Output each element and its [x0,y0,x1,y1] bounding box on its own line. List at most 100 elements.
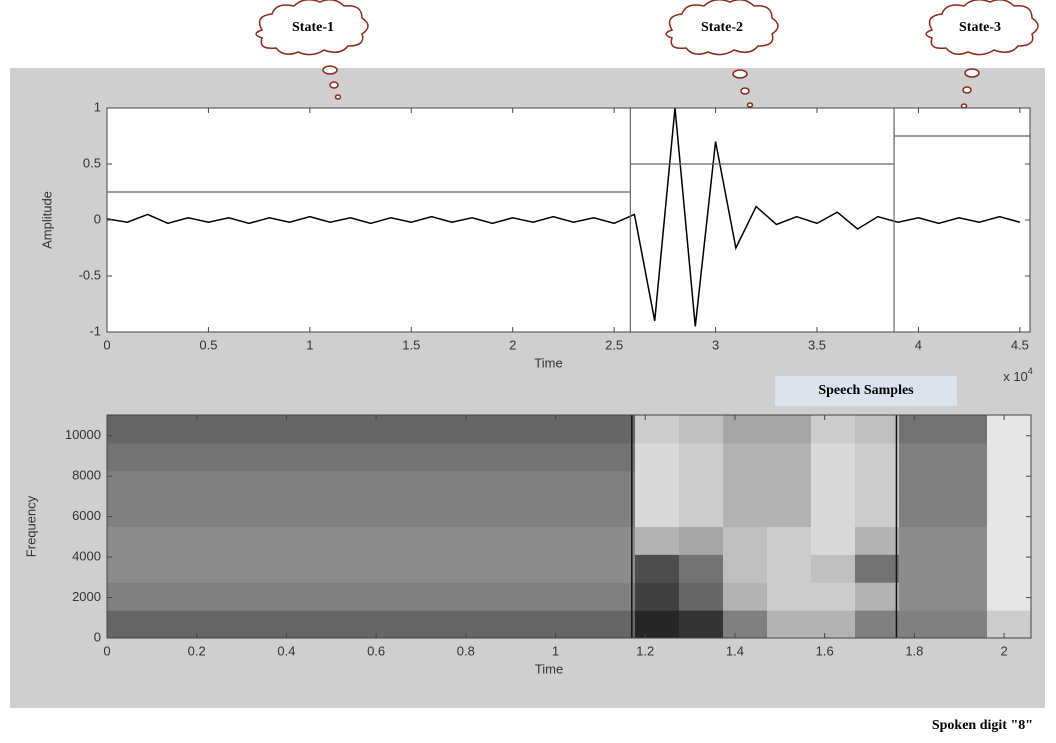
heatmap-cell [723,470,768,500]
heatmap-cell [459,610,504,639]
y-tick-label: 4000 [72,549,101,564]
heatmap-cell [943,610,988,639]
heatmap-cell [151,582,196,611]
heatmap-cell [415,554,460,583]
heatmap-cell [767,582,812,611]
x-scale-base: x 10 [1003,369,1028,384]
heatmap-cell [811,526,856,555]
x-tick-label: 0.2 [188,643,206,658]
heatmap-cell [327,415,372,444]
heatmap-cell [195,415,240,444]
heatmap-cell [283,526,328,555]
heatmap-cell [987,470,1032,500]
heatmap-cell [371,582,416,611]
heatmap-cell [811,442,856,472]
heatmap-cell [503,470,548,500]
annotation: Speech Samples [818,383,914,398]
x-tick-label: 4 [915,337,922,352]
heatmap-cell [195,526,240,555]
heatmap-cell [151,470,196,500]
heatmap-cell [591,498,636,527]
heatmap-cell [459,415,504,444]
x-tick-label: 3.5 [808,337,826,352]
heatmap-cell [679,526,724,555]
heatmap-cell [371,554,416,583]
heatmap-cell [371,442,416,472]
heatmap-cell [371,415,416,444]
heatmap-cell [943,415,988,444]
heatmap-cell [107,415,152,444]
heatmap-cell [547,554,592,583]
y-tick-label: 1 [94,99,101,114]
heatmap-cell [239,415,284,444]
x-axis-label: Time [534,355,562,370]
heatmap-cell [943,582,988,611]
heatmap-cell [943,498,988,527]
heatmap-cell [151,554,196,583]
heatmap-cell [767,498,812,527]
heatmap-cell [107,554,152,583]
heatmap-cell [723,554,768,583]
y-tick-label: 0.5 [83,155,101,170]
heatmap-cell [767,470,812,500]
x-tick-label: 1.2 [636,643,654,658]
heatmap-cell [283,415,328,444]
x-tick-label: 1 [552,643,559,658]
heatmap-cell [591,526,636,555]
heatmap-cell [943,470,988,500]
y-tick-label: -1 [89,323,101,338]
heatmap-cell [371,498,416,527]
heatmap-cell [503,415,548,444]
heatmap-cell [547,442,592,472]
waveform [107,108,1021,327]
heatmap-cell [767,442,812,472]
heatmap-cell [195,442,240,472]
heatmap-cell [855,498,900,527]
heatmap-cell [415,498,460,527]
heatmap-cell [239,554,284,583]
x-tick-label: 4.5 [1011,337,1029,352]
heatmap-cell [283,442,328,472]
heatmap-cell [679,582,724,611]
heatmap-cell [195,554,240,583]
heatmap-cell [723,526,768,555]
heatmap-cell [503,554,548,583]
annotation-box [775,376,957,406]
heatmap-cell [679,498,724,527]
y-tick-label: 8000 [72,468,101,483]
heatmap-cell [459,526,504,555]
heatmap-cell [195,470,240,500]
heatmap-cell [327,498,372,527]
heatmap-cell [811,498,856,527]
heatmap-cell [591,442,636,472]
heatmap-cell [459,554,504,583]
heatmap-cell [283,470,328,500]
heatmap-cell [723,582,768,611]
x-tick-label: 0.4 [277,643,295,658]
heatmap-cell [811,554,856,583]
x-tick-label: 0.5 [199,337,217,352]
x-tick-label: 3 [712,337,719,352]
heatmap-cell [591,610,636,639]
heatmap-cell [591,582,636,611]
heatmap-cell [107,582,152,611]
heatmap-cell [459,442,504,472]
heatmap-cell [459,582,504,611]
heatmap-cell [415,442,460,472]
heatmap-cell [723,610,768,639]
heatmap-cell [415,610,460,639]
x-tick-label: 0.8 [457,643,475,658]
heatmap-cell [547,610,592,639]
heatmap-cell [767,610,812,639]
heatmap-cell [987,610,1032,639]
heatmap-cell [987,526,1032,555]
heatmap-cell [899,582,944,611]
heatmap-cell [503,610,548,639]
heatmap-cell [635,554,680,583]
heatmap-cell [107,442,152,472]
heatmap-cell [679,470,724,500]
heatmap-cell [635,470,680,500]
heatmap-cell [107,526,152,555]
y-tick-label: 6000 [72,508,101,523]
heatmap-cell [547,415,592,444]
